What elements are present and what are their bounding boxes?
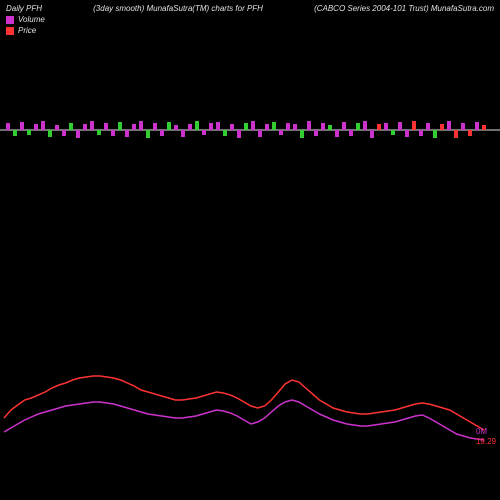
volume-bar (370, 130, 374, 138)
legend-price-swatch (6, 27, 14, 35)
volume-bar (104, 123, 108, 130)
volume-bar (139, 121, 143, 130)
volume-line (4, 400, 484, 440)
volume-bar (475, 122, 479, 130)
volume-bar (433, 130, 437, 138)
volume-end-label: 0M (476, 427, 496, 437)
volume-bar (293, 124, 297, 130)
volume-bar (426, 123, 430, 130)
volume-bar (363, 121, 367, 130)
volume-bar (461, 123, 465, 130)
volume-bar (419, 130, 423, 136)
legend-volume: Volume (6, 14, 45, 25)
volume-bar (146, 130, 150, 138)
volume-chart (0, 110, 500, 150)
volume-bar (132, 124, 136, 130)
volume-bar (237, 130, 241, 138)
volume-bar (454, 130, 458, 138)
volume-bar (202, 130, 206, 135)
volume-bar (27, 130, 31, 135)
volume-bar (216, 122, 220, 130)
volume-bar (167, 122, 171, 130)
volume-bar (405, 130, 409, 137)
chart-header: Daily PFH (3day smooth) MunafaSutra(TM) … (0, 0, 500, 13)
volume-bar (356, 123, 360, 130)
volume-bar (314, 130, 318, 136)
price-line-chart (0, 350, 500, 470)
header-left: Daily PFH (6, 4, 42, 13)
volume-bar (160, 130, 164, 136)
volume-bar (251, 121, 255, 130)
volume-bar (279, 130, 283, 135)
volume-bar (272, 122, 276, 130)
volume-bar (447, 121, 451, 130)
volume-bar (83, 124, 87, 130)
volume-bar (391, 130, 395, 135)
volume-bar (244, 123, 248, 130)
volume-bar (48, 130, 52, 137)
volume-bar (41, 121, 45, 130)
volume-bar (90, 121, 94, 130)
volume-bar (300, 130, 304, 138)
volume-bar (412, 121, 416, 130)
volume-bar (55, 125, 59, 130)
volume-bar (69, 123, 73, 130)
volume-bar (62, 130, 66, 136)
volume-bar (321, 123, 325, 130)
price-line (4, 376, 484, 430)
volume-bar (342, 122, 346, 130)
volume-bar (258, 130, 262, 137)
volume-bar (153, 123, 157, 130)
volume-bar (468, 130, 472, 136)
volume-bar (118, 122, 122, 130)
volume-bar (34, 124, 38, 130)
volume-bar (482, 125, 486, 130)
volume-bar (307, 121, 311, 130)
volume-bar (223, 130, 227, 136)
volume-bar (377, 124, 381, 130)
volume-bar (195, 121, 199, 130)
volume-bar (398, 122, 402, 130)
volume-bar (111, 130, 115, 136)
volume-bar (384, 123, 388, 130)
volume-bar (209, 123, 213, 130)
volume-bar (13, 130, 17, 136)
volume-bar (181, 130, 185, 137)
volume-bar (174, 125, 178, 130)
legend: Volume Price (6, 14, 45, 36)
volume-bar (328, 125, 332, 130)
volume-bar (97, 130, 101, 135)
header-right: (CABCO Series 2004-101 Trust) MunafaSutr… (314, 4, 494, 13)
volume-bar (125, 130, 129, 137)
volume-bar (76, 130, 80, 138)
legend-price-label: Price (18, 25, 36, 36)
volume-bar (440, 124, 444, 130)
volume-bar (349, 130, 353, 136)
legend-volume-swatch (6, 16, 14, 24)
volume-bar (265, 124, 269, 130)
price-end-label: 19.29 (476, 437, 496, 447)
volume-bar (188, 124, 192, 130)
volume-bar (286, 123, 290, 130)
volume-bar (230, 124, 234, 130)
legend-volume-label: Volume (18, 14, 45, 25)
legend-price: Price (6, 25, 45, 36)
volume-bar (335, 130, 339, 137)
header-center: (3day smooth) MunafaSutra(TM) charts for… (93, 4, 263, 13)
volume-bar (6, 123, 10, 130)
end-labels: 0M 19.29 (476, 427, 496, 447)
volume-bar (20, 122, 24, 130)
